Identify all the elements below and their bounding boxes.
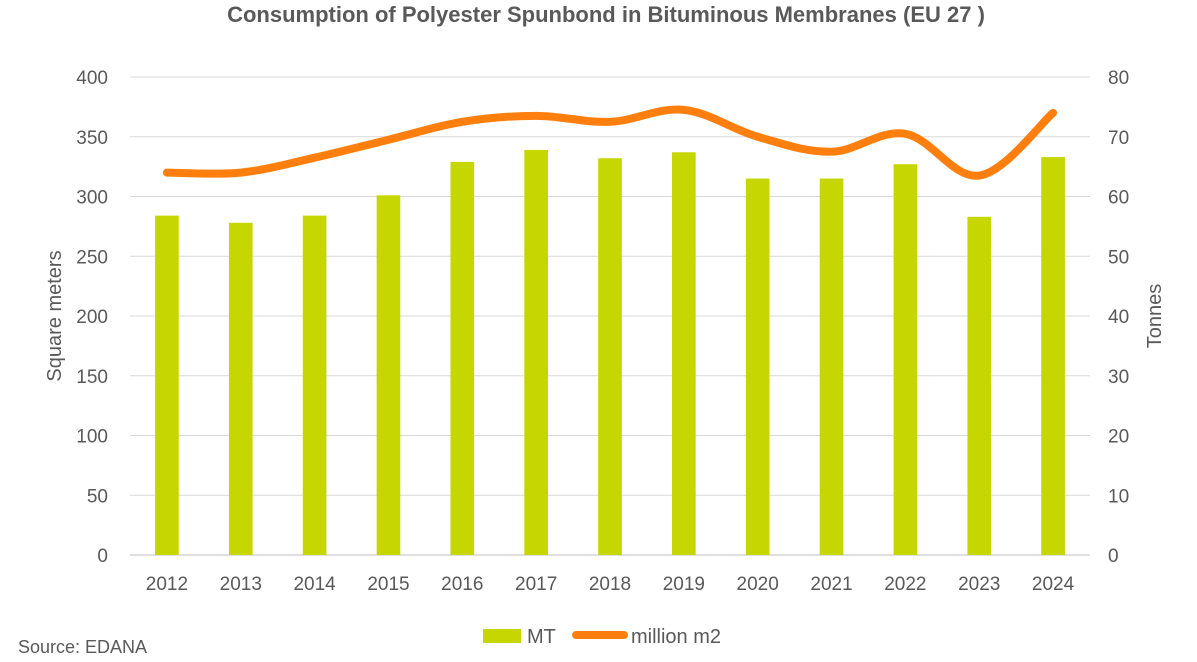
chart-title: Consumption of Polyester Spunbond in Bit…: [227, 2, 985, 27]
x-tick-label: 2018: [589, 574, 631, 595]
bar: [1041, 157, 1065, 555]
left-tick-label: 250: [76, 247, 108, 268]
right-tick-label: 70: [1108, 128, 1129, 149]
x-tick-label: 2012: [146, 574, 188, 595]
left-axis-ticks: 0 50 100 150 200 250 300 350 400: [76, 68, 108, 567]
bar: [672, 152, 696, 555]
bar: [450, 161, 475, 555]
left-tick-label: 100: [76, 427, 108, 448]
right-tick-label: 60: [1108, 188, 1129, 209]
x-tick-label: 2021: [810, 574, 852, 595]
left-tick-label: 0: [97, 546, 108, 567]
left-tick-label: 300: [76, 188, 108, 209]
x-tick-label: 2016: [441, 574, 483, 595]
right-tick-label: 20: [1108, 427, 1129, 448]
left-tick-label: 200: [76, 307, 108, 328]
right-tick-label: 10: [1108, 486, 1129, 507]
bar: [376, 195, 401, 555]
right-tick-label: 40: [1108, 307, 1129, 328]
right-tick-label: 30: [1108, 367, 1129, 388]
x-tick-label: 2022: [884, 574, 926, 595]
x-tick-label: 2015: [367, 574, 409, 595]
left-tick-label: 350: [76, 128, 108, 149]
bar: [967, 216, 992, 555]
left-tick-label: 400: [76, 68, 108, 89]
x-tick-label: 2024: [1032, 574, 1075, 595]
x-tick-label: 2013: [220, 574, 262, 595]
right-tick-label: 80: [1108, 68, 1129, 89]
source-note: Source: EDANA: [18, 637, 147, 657]
left-tick-label: 50: [87, 486, 108, 507]
line-series-million-m2: [162, 105, 1058, 180]
bar-series-mt: [155, 149, 1065, 556]
x-tick-label: 2019: [663, 574, 705, 595]
right-axis-ticks: 0 10 20 30 40 50 60 70 80: [1108, 68, 1129, 567]
x-axis-ticks: 2012 2013 2014 2015 2016 2017 2018 2019 2020 2021…: [146, 574, 1075, 595]
legend: MT million m2: [483, 626, 721, 648]
bar: [155, 215, 179, 555]
bar: [893, 164, 918, 556]
x-tick-label: 2017: [515, 574, 557, 595]
bar: [598, 158, 622, 555]
bar: [524, 149, 548, 555]
left-tick-label: 150: [76, 367, 108, 388]
bar: [745, 178, 770, 555]
right-axis-label: Tonnes: [1144, 284, 1166, 349]
bar: [302, 215, 327, 555]
x-tick-label: 2020: [737, 574, 779, 595]
bar: [819, 178, 844, 555]
right-tick-label: 0: [1108, 546, 1119, 567]
legend-label-mt: MT: [527, 626, 556, 648]
legend-swatch-mt: [483, 629, 521, 643]
left-axis-label: Square meters: [44, 250, 66, 381]
x-tick-label: 2023: [958, 574, 1000, 595]
x-tick-label: 2014: [293, 574, 336, 595]
right-tick-label: 50: [1108, 247, 1129, 268]
bar: [228, 222, 253, 556]
legend-label-million-m2: million m2: [631, 626, 721, 648]
